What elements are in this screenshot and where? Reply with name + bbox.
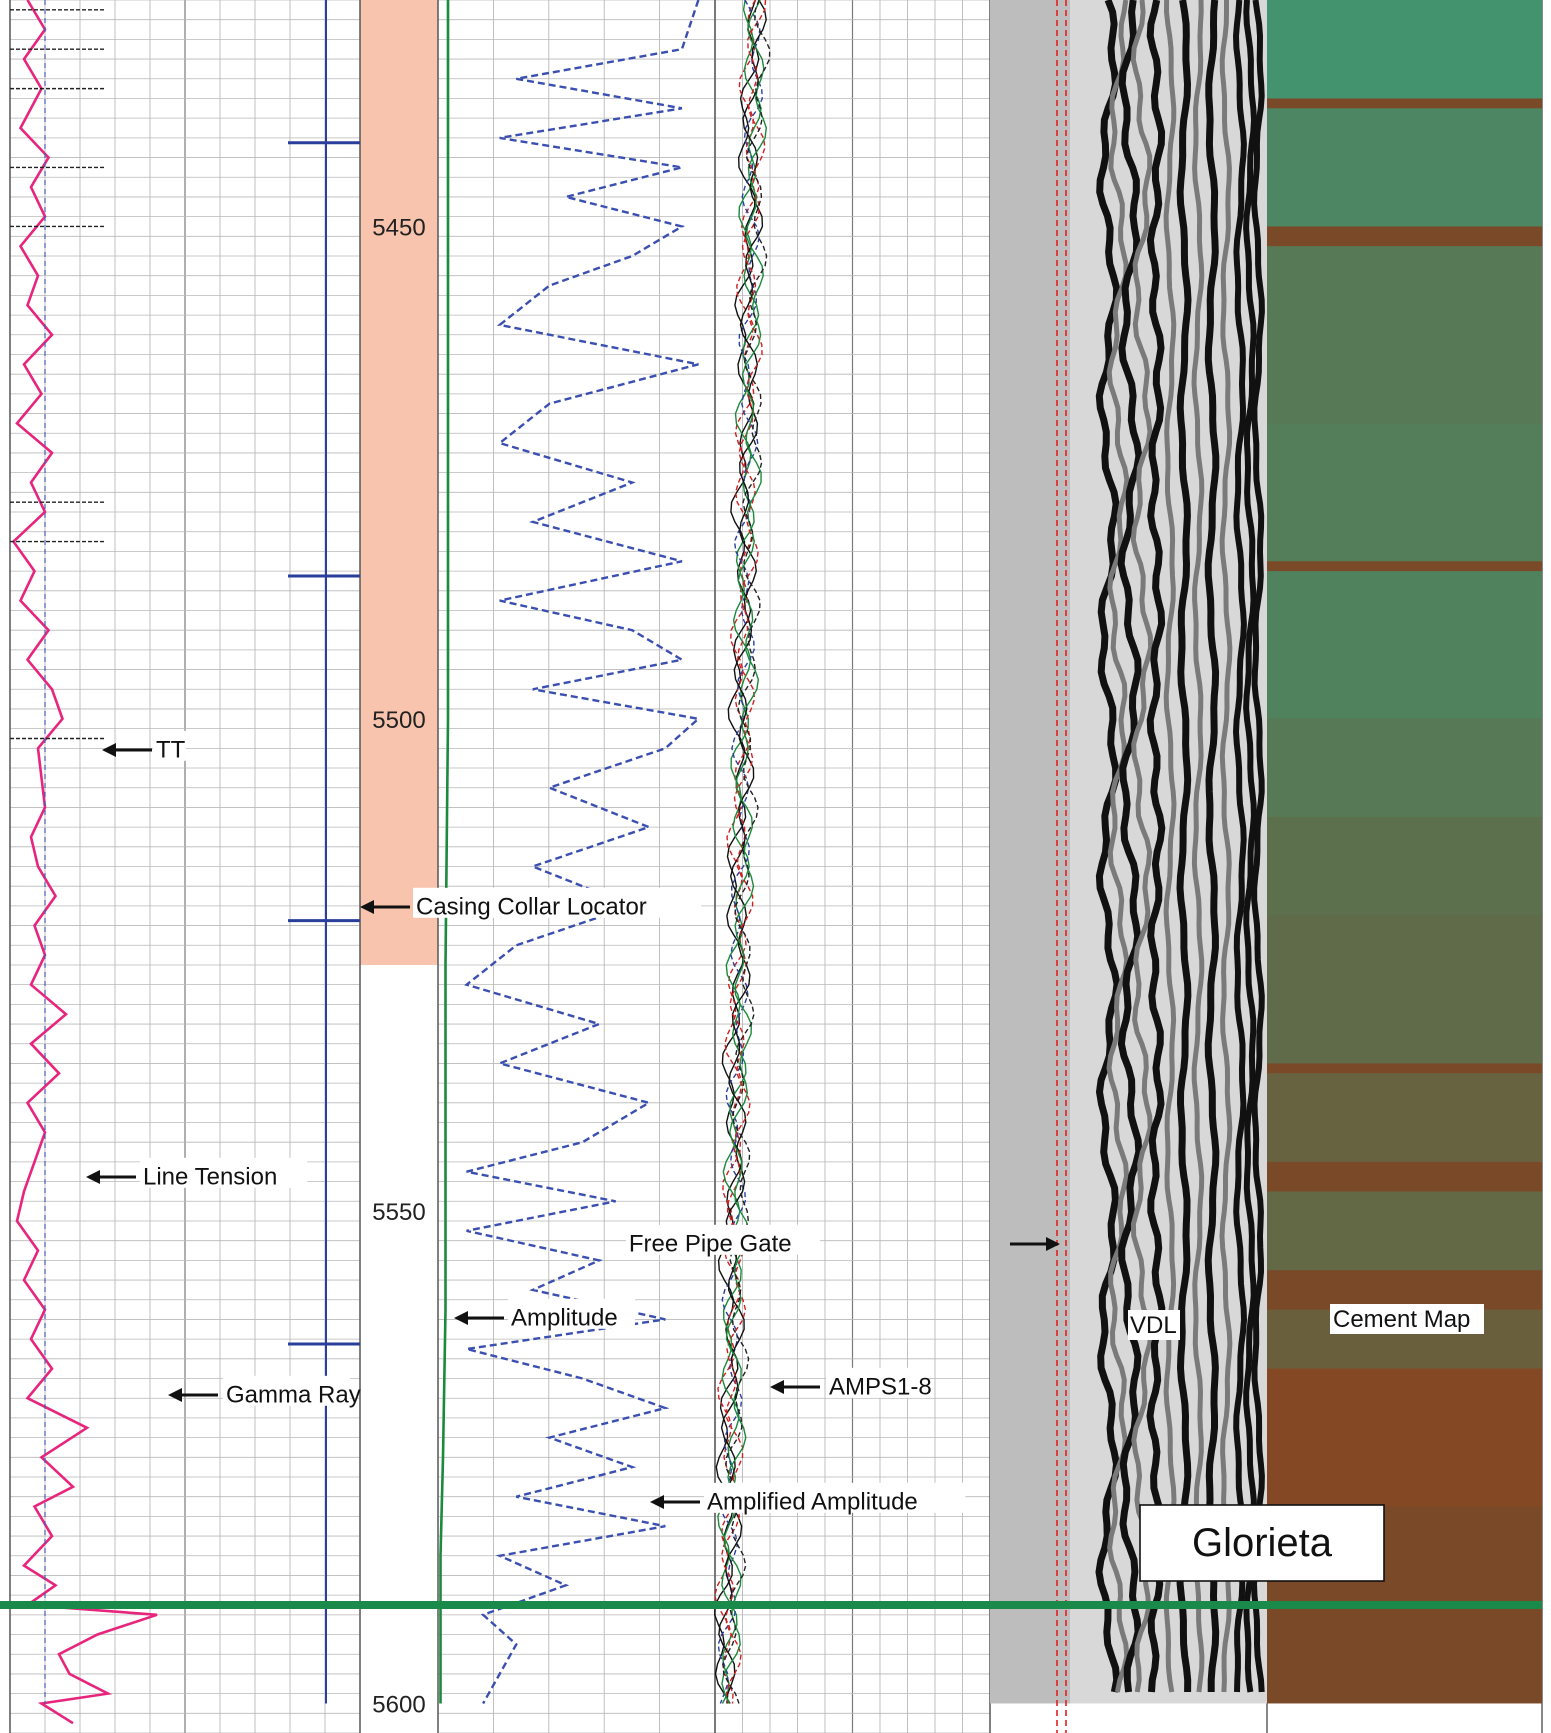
cement-map-bond-zone xyxy=(1267,0,1542,99)
cement-map-bond-zone xyxy=(1267,817,1542,916)
tt-callout: TT xyxy=(102,730,186,764)
gamma-ray-label: Gamma Ray xyxy=(226,1382,361,1409)
amplitude-series xyxy=(439,0,450,1704)
amps-curve xyxy=(717,0,764,1704)
cement-map-bond-zone xyxy=(1267,108,1542,227)
free-pipe-gate-label: Free Pipe Gate xyxy=(629,1231,792,1258)
amplitude-arrow-head xyxy=(454,1311,468,1325)
vdl-label-bg xyxy=(1128,1310,1180,1340)
cement-map-bond-zone xyxy=(1267,1073,1542,1162)
tt-label-bg xyxy=(153,730,186,761)
gamma-ray-label-bg xyxy=(223,1375,350,1406)
gamma-ray-arrow-head xyxy=(168,1388,182,1402)
vdl-stripe xyxy=(1204,0,1220,1692)
line-tension-label: Line Tension xyxy=(143,1164,277,1191)
cement-map-bond-zone xyxy=(1267,246,1542,424)
tt-label: TT xyxy=(156,737,186,764)
depth-ticks: 5450 5500 5550 5600 xyxy=(372,214,425,1718)
ccl-callout: Casing Collar Locator xyxy=(360,887,702,921)
cement-map-bond-zone xyxy=(1267,423,1542,562)
line-tension-arrow-head xyxy=(86,1170,100,1184)
amplitude-label: Amplitude xyxy=(511,1305,618,1332)
amps-arrow-head xyxy=(770,1380,784,1394)
vdl-stripe xyxy=(1130,0,1154,1693)
ccl-label: Casing Collar Locator xyxy=(416,894,647,921)
ccl-arrow-head xyxy=(360,900,374,914)
cement-map-bond-zone xyxy=(1267,1191,1542,1271)
vdl-stripe xyxy=(1095,0,1121,1693)
line-tension-label-bg xyxy=(140,1157,308,1188)
free-pipe-gate-label-bg xyxy=(625,1224,820,1255)
amplified-amplitude-series xyxy=(464,0,702,1705)
vdl-track xyxy=(990,0,1267,1733)
amps-label-bg xyxy=(826,1367,927,1398)
depth-tick-label: 5450 xyxy=(372,214,425,241)
cement-map-label: Cement Map xyxy=(1333,1306,1470,1333)
free-pipe-gate-arrow-head xyxy=(1046,1237,1060,1251)
gamma-ray-series xyxy=(11,0,158,1725)
formation-name-box xyxy=(1139,1504,1385,1582)
vdl-gate-zone xyxy=(990,0,1070,1704)
vdl-stripe xyxy=(1219,0,1233,1693)
vdl-stripe xyxy=(1176,0,1192,1693)
vdl-stripe xyxy=(1232,0,1248,1693)
amps-curve xyxy=(714,0,760,1704)
vdl-stripe xyxy=(1146,0,1166,1693)
cement-map-poor-zone xyxy=(1267,1368,1542,1507)
amplified-amplitude-label-bg xyxy=(704,1482,966,1513)
background-bands xyxy=(360,0,438,965)
tt-arrow-head xyxy=(102,743,116,757)
cement-map-bond-zone xyxy=(1267,718,1542,818)
amps-callout: AMPS1-8 xyxy=(770,1367,932,1401)
vdl-stripe xyxy=(1117,0,1143,1693)
amplified-amplitude-callout: Amplified Amplitude xyxy=(650,1482,966,1516)
vdl-stripe xyxy=(1163,0,1177,1693)
cased-interval-band xyxy=(360,0,438,965)
amps-curve xyxy=(721,0,768,1704)
amplitude-label-bg xyxy=(508,1298,635,1329)
grid xyxy=(9,0,991,1733)
callout-labels: TT Casing Collar Locator Line Tension Free … xyxy=(86,730,1484,1516)
formation-marker: Glorieta xyxy=(0,1504,1542,1609)
depth-tick-label: 5550 xyxy=(372,1199,425,1226)
series xyxy=(10,0,771,1725)
vdl-label: VDL xyxy=(1130,1312,1177,1339)
amplitude-callout: Amplitude xyxy=(454,1298,635,1332)
gamma-ray-callout: Gamma Ray xyxy=(168,1375,361,1409)
cement-map-bond-zone xyxy=(1267,571,1542,719)
depth-tick-label: 5600 xyxy=(372,1691,425,1718)
ccl-label-bg xyxy=(413,887,702,918)
vdl-stripe xyxy=(1243,0,1258,1693)
vdl-stripe xyxy=(1250,0,1265,1693)
amplified-amplitude-arrow-head xyxy=(650,1495,664,1509)
vdl-stripe xyxy=(1191,0,1205,1693)
amps-curve xyxy=(718,0,767,1704)
cement-map-bond-zone xyxy=(1267,915,1542,1064)
cement-map-label-bg xyxy=(1330,1304,1484,1334)
amps-label: AMPS1-8 xyxy=(829,1374,932,1401)
amplified-amplitude-label: Amplified Amplitude xyxy=(707,1489,918,1516)
line-tension-callout: Line Tension xyxy=(86,1157,308,1191)
amps-curve xyxy=(720,0,767,1704)
depth-tick-label: 5500 xyxy=(372,707,425,734)
free-pipe-gate-callout: Free Pipe Gate xyxy=(625,1224,1060,1258)
amps-curve xyxy=(722,0,771,1704)
cement-map-track xyxy=(1267,0,1542,1704)
formation-name: Glorieta xyxy=(1192,1521,1333,1565)
